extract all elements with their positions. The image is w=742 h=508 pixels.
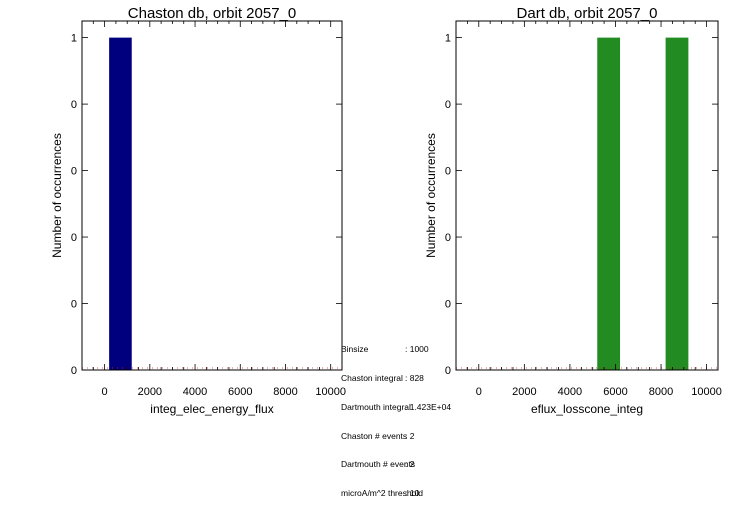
stat-dartmouth-integral: Dartmouth integral: 1.423E+04 <box>341 401 452 413</box>
stats-annotation: Binsize : 1000 Chaston integral: 828 Dart… <box>341 326 451 508</box>
y-tick-label: 1 <box>445 33 451 45</box>
x-tick-label: 10000 <box>691 386 722 398</box>
x-tick-label: 4000 <box>558 386 582 398</box>
x-tick-label: 2000 <box>512 386 536 398</box>
x-tick-label: 2000 <box>138 386 162 398</box>
plot-frame <box>81 20 343 371</box>
stat-binsize: Binsize : 1000 <box>341 345 451 355</box>
stat-key: Dartmouth # events <box>341 459 416 470</box>
stat-value: : 10 <box>405 488 420 499</box>
y-tick-label: 0 <box>71 166 77 178</box>
y-tick-label: 0 <box>445 99 451 111</box>
x-tick-label: 6000 <box>603 386 627 398</box>
histogram-bar <box>597 37 621 370</box>
y-axis-label: Number of occurrences <box>424 133 438 258</box>
stat-value: : 828 <box>405 372 424 383</box>
stat-dartmouth-events: Dartmouth # events: 2 <box>341 460 451 470</box>
y-tick-label: 0 <box>71 365 77 377</box>
stat-value: : 1.423E+04 <box>405 401 452 412</box>
stat-value: : 2 <box>405 459 415 470</box>
x-tick-label: 0 <box>102 386 108 398</box>
y-tick-label: 0 <box>445 299 451 311</box>
x-tick-label: 10000 <box>315 386 346 398</box>
y-tick-label: 0 <box>71 99 77 111</box>
y-tick-label: 0 <box>71 299 77 311</box>
x-tick-label: 8000 <box>273 386 297 398</box>
stat-key: Binsize <box>341 344 369 355</box>
stat-key: microA/m^2 threshold <box>341 488 423 499</box>
histogram-bar <box>665 37 689 370</box>
chart-title: Dart db, orbit 2057_0 <box>517 5 658 22</box>
stat-value: : 2 <box>405 430 415 441</box>
x-axis-label: eflux_losscone_integ <box>531 402 643 416</box>
plot-frame <box>455 20 719 371</box>
y-axis-label: Number of occurrences <box>50 133 64 258</box>
stat-threshold: microA/m^2 threshold: 10 <box>341 488 451 499</box>
x-axis-label: integ_elec_energy_flux <box>150 402 273 416</box>
y-tick-label: 0 <box>445 365 451 377</box>
stat-key: Chaston integral <box>341 372 403 383</box>
stat-key: Dartmouth integral <box>341 401 411 412</box>
x-tick-label: 0 <box>476 386 482 398</box>
stat-chaston-events: Chaston # events: 2 <box>341 430 451 442</box>
histogram-bar <box>109 37 132 370</box>
stat-key: Chaston # events <box>341 430 408 441</box>
y-tick-label: 1 <box>71 33 77 45</box>
stat-chaston-integral: Chaston integral: 828 <box>341 372 451 384</box>
x-tick-label: 4000 <box>183 386 207 398</box>
y-tick-label: 0 <box>445 166 451 178</box>
chart-title: Chaston db, orbit 2057_0 <box>128 5 296 22</box>
y-tick-label: 0 <box>71 232 77 244</box>
x-tick-label: 6000 <box>228 386 252 398</box>
x-tick-label: 8000 <box>649 386 673 398</box>
y-tick-label: 0 <box>445 232 451 244</box>
stat-value: : 1000 <box>405 344 429 355</box>
